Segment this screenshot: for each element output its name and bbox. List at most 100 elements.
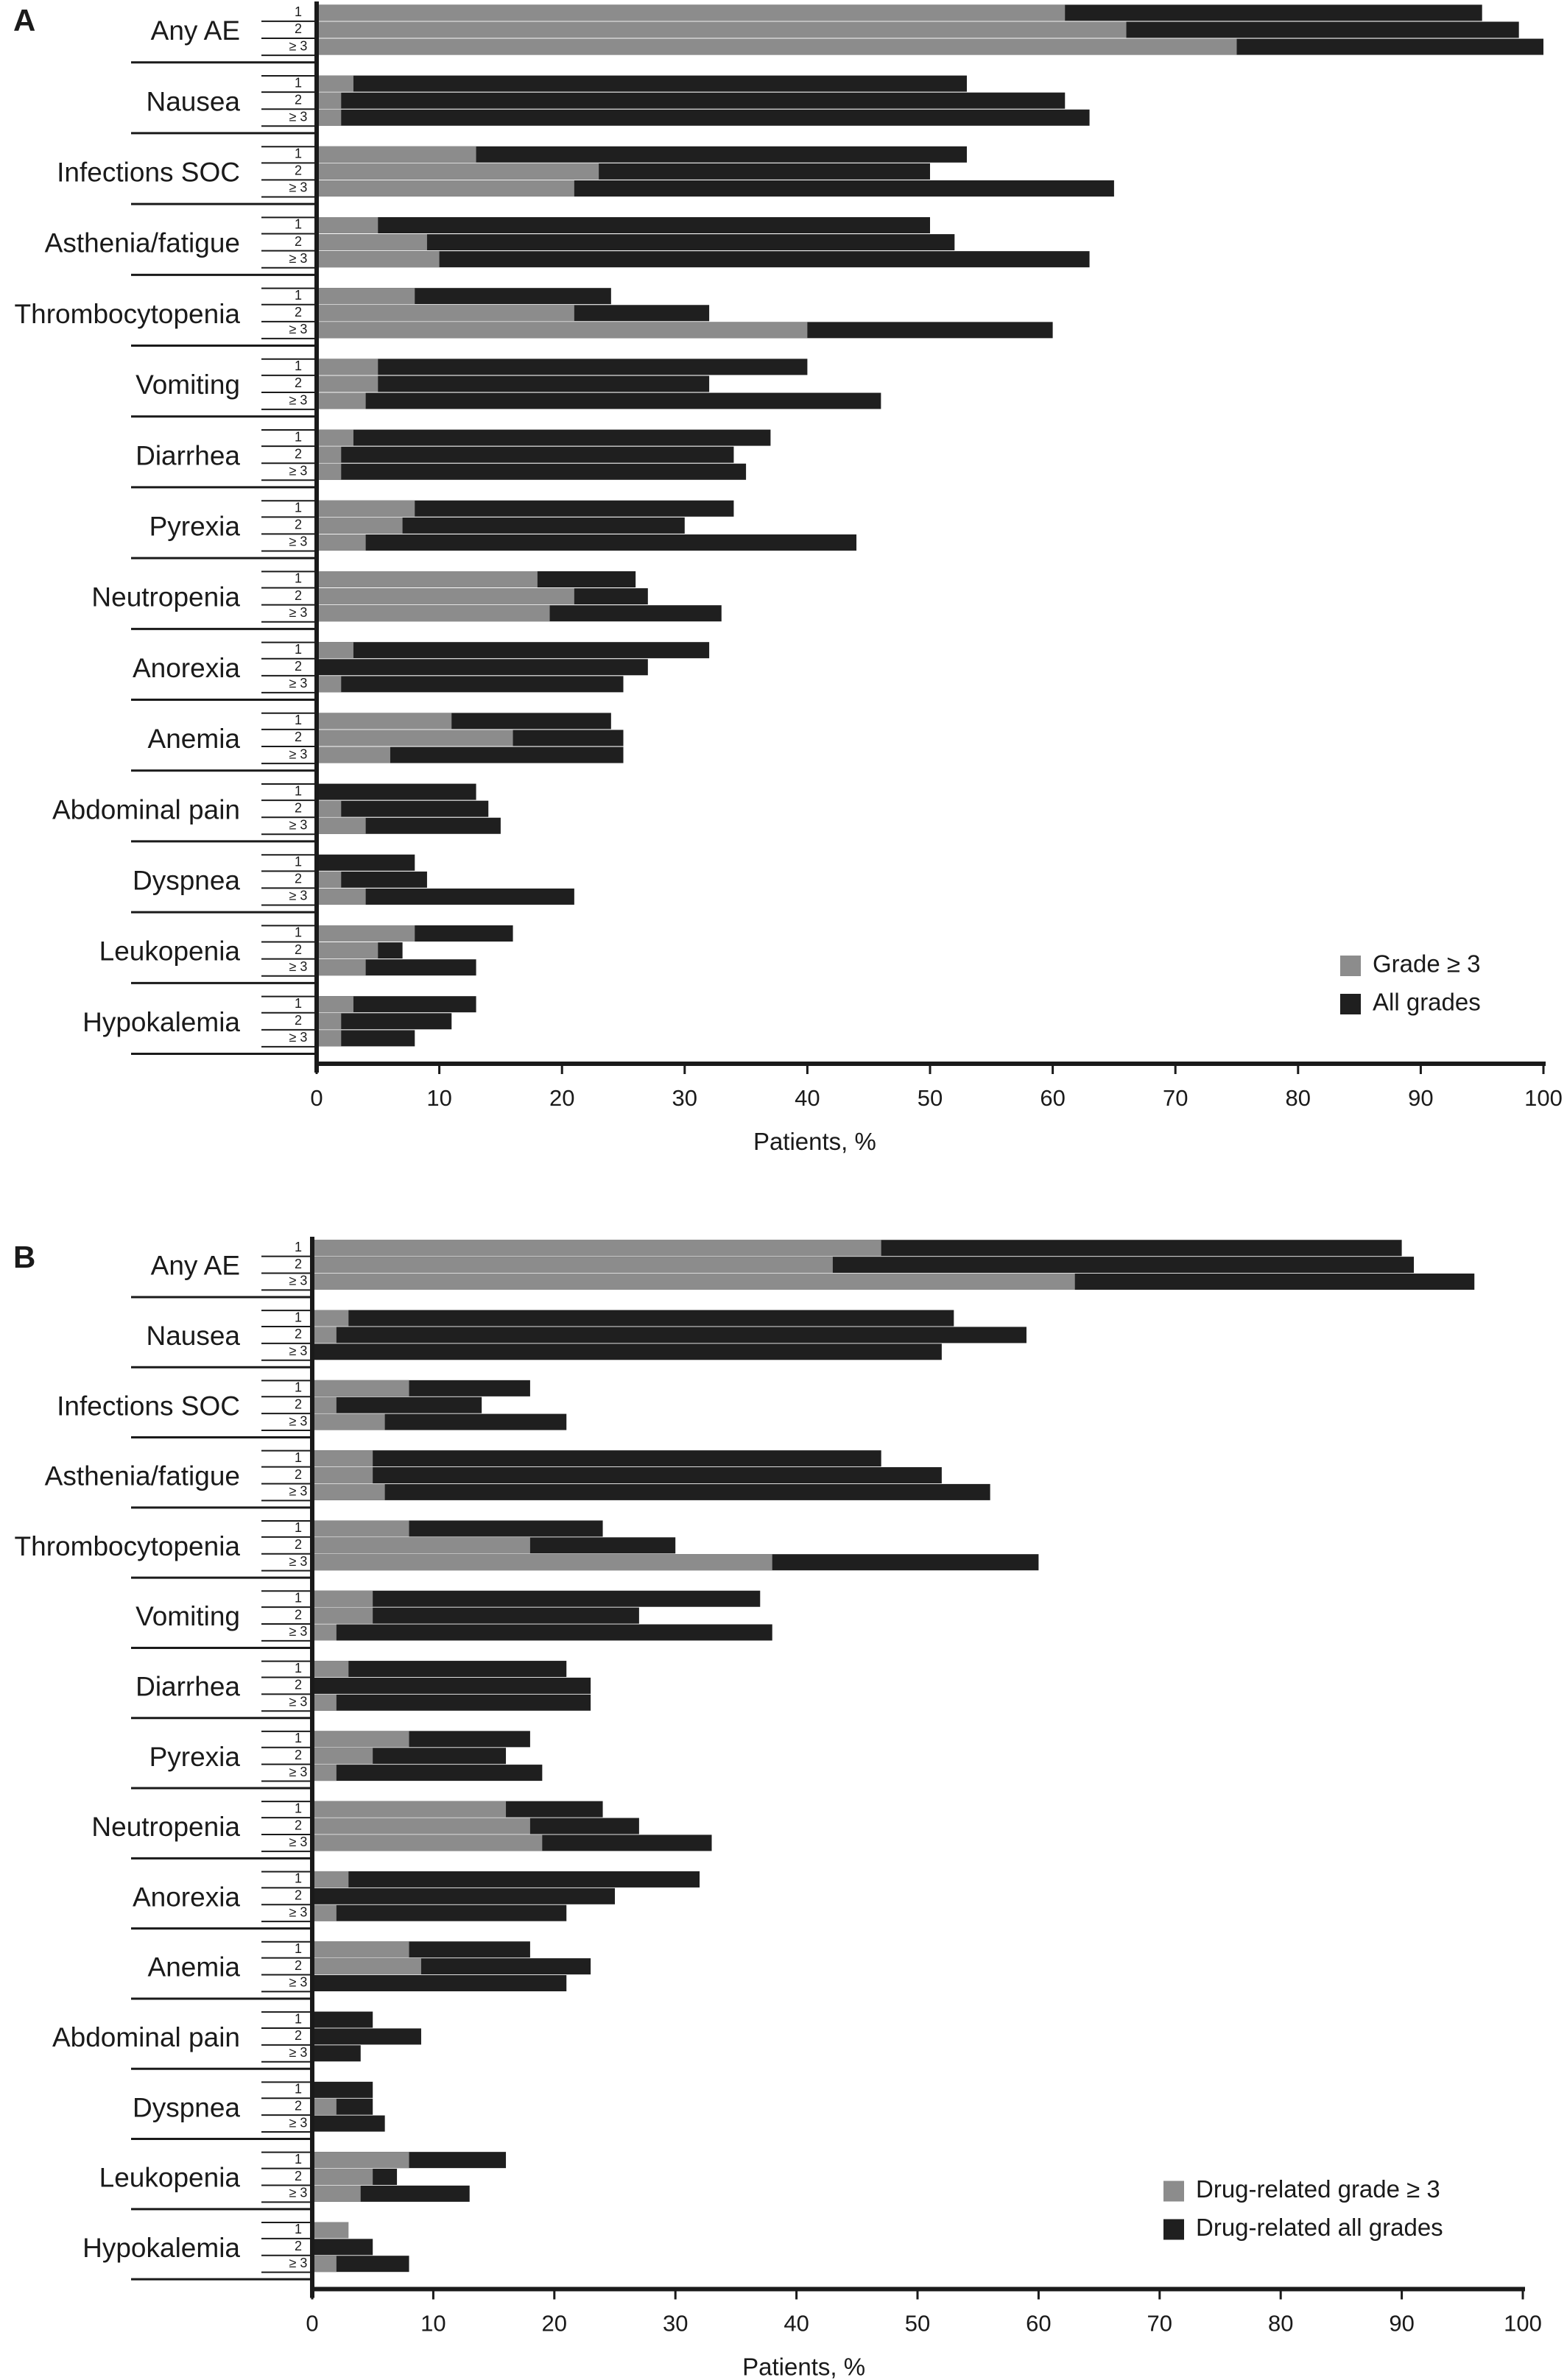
- category-diarrhea: Diarrhea 1 2 ≥ 3: [131, 429, 771, 489]
- bar-grade-3: [312, 1327, 337, 1343]
- subgroup-label: ≥ 3: [289, 889, 308, 903]
- bar-grade-3: [317, 996, 353, 1013]
- bar-all-grades: [317, 1013, 452, 1030]
- bar-grade-3: [317, 38, 1237, 55]
- category-label: Abdominal pain: [52, 2022, 240, 2052]
- bar-grade-3: [317, 251, 440, 268]
- category-label: Asthenia/fatigue: [45, 1461, 240, 1491]
- bar-all-grades: [312, 2045, 361, 2062]
- category-thrombocytopenia: Thrombocytopenia 1 2 ≥ 3: [15, 287, 1053, 347]
- category-neutropenia: Neutropenia 1 2 ≥ 3: [91, 1801, 712, 1860]
- category-label: Any AE: [151, 15, 240, 46]
- x-tick-label: 80: [1268, 2311, 1293, 2337]
- subgroup-label: 1: [295, 713, 302, 727]
- bar-grade-3: [317, 322, 808, 339]
- category-vomiting: Vomiting 1 2 ≥ 3: [131, 1590, 772, 1649]
- subgroup-label: 1: [295, 1731, 302, 1745]
- bar-all-grades: [317, 463, 747, 480]
- bar-all-grades: [317, 429, 771, 446]
- category-asthenia-fatigue: Asthenia/fatigue 1 2 ≥ 3: [45, 216, 1090, 276]
- subgroup-label: ≥ 3: [289, 1765, 308, 1779]
- subgroup-label: 2: [295, 800, 302, 815]
- category-label: Hypokalemia: [82, 2233, 240, 2263]
- subgroup-label: ≥ 3: [289, 1030, 308, 1045]
- category-label: Neutropenia: [91, 1812, 240, 1842]
- category-label: Diarrhea: [135, 440, 240, 470]
- subgroup-label: 1: [295, 855, 302, 869]
- bar-all-grades: [317, 676, 624, 693]
- subgroup-label: 1: [295, 996, 302, 1011]
- legend-swatch-all-grades: [1163, 2219, 1184, 2240]
- subgroup-label: 2: [295, 1678, 302, 1692]
- bar-grade-3: [312, 1590, 373, 1607]
- bar-all-grades: [312, 1888, 615, 1904]
- bar-all-grades: [317, 854, 415, 871]
- subgroup-label: 1: [295, 429, 302, 444]
- subgroup-label: 1: [295, 1801, 302, 1815]
- category-hypokalemia: Hypokalemia 1 2 ≥ 3: [82, 2221, 409, 2281]
- bar-grade-3: [317, 959, 366, 976]
- bar-grade-3: [312, 1765, 337, 1782]
- bar-grade-3: [312, 1748, 373, 1765]
- bar-grade-3: [317, 288, 415, 305]
- subgroup-label: 2: [295, 518, 302, 532]
- subgroup-label: ≥ 3: [289, 1554, 308, 1569]
- category-label: Nausea: [146, 1321, 240, 1351]
- bar-grade-3: [317, 942, 378, 959]
- x-tick-label: 10: [426, 1085, 451, 1111]
- bar-all-grades: [317, 375, 710, 392]
- subgroup-label: 1: [295, 1450, 302, 1465]
- legend-swatch-grade-3: [1163, 2181, 1184, 2202]
- subgroup-label: ≥ 3: [289, 1274, 308, 1288]
- bar-all-grades: [312, 1450, 881, 1467]
- bar-grade-3: [312, 1871, 349, 1888]
- subgroup-label: 1: [295, 571, 302, 586]
- category-pyrexia: Pyrexia 1 2 ≥ 3: [131, 500, 857, 559]
- bar-grade-3: [317, 429, 353, 446]
- category-label: Nausea: [146, 86, 240, 116]
- bar-grade-3: [312, 1450, 373, 1467]
- subgroup-label: 2: [295, 163, 302, 178]
- category-any-ae: Any AE 1 2 ≥ 3: [131, 1240, 1475, 1299]
- subgroup-label: 2: [295, 2169, 302, 2183]
- bar-all-grades: [317, 996, 476, 1013]
- bar-grade-3: [312, 1554, 772, 1571]
- bar-all-grades: [312, 1871, 700, 1888]
- subgroup-label: ≥ 3: [289, 1835, 308, 1849]
- category-label: Thrombocytopenia: [15, 1531, 241, 1561]
- category-any-ae: Any AE 1 2 ≥ 3: [131, 4, 1543, 64]
- legend-swatch-grade-3: [1340, 956, 1361, 976]
- bar-all-grades: [312, 1396, 482, 1413]
- subgroup-label: 2: [295, 1748, 302, 1762]
- subgroup-label: 1: [295, 359, 302, 373]
- x-tick-label: 30: [672, 1085, 697, 1111]
- bar-grade-3: [317, 642, 353, 659]
- bar-all-grades: [317, 446, 734, 463]
- category-infections-soc: Infections SOC 12 ≥ 3: [57, 1380, 567, 1439]
- subgroup-label: 1: [295, 1310, 302, 1324]
- bar-grade-3: [317, 713, 452, 730]
- category-label: Diarrhea: [135, 1672, 240, 1702]
- bar-grade-3: [317, 305, 574, 322]
- category-label: Dyspnea: [133, 2092, 240, 2122]
- category-label: Any AE: [151, 1251, 240, 1281]
- bar-grade-3: [317, 571, 538, 587]
- subgroup-label: 2: [295, 659, 302, 674]
- subgroup-label: 1: [295, 783, 302, 798]
- bar-grade-3: [317, 180, 574, 197]
- bar-all-grades: [317, 659, 648, 676]
- bar-grade-3: [312, 1661, 349, 1678]
- subgroup-label: 1: [295, 1380, 302, 1395]
- subgroup-label: 2: [295, 446, 302, 461]
- category-anemia: Anemia 1 2 ≥ 3: [131, 712, 624, 772]
- subgroup-label: 1: [295, 1240, 302, 1254]
- bar-all-grades: [317, 534, 857, 551]
- category-label: Asthenia/fatigue: [45, 228, 240, 258]
- subgroup-label: ≥ 3: [289, 2045, 308, 2060]
- subgroup-label: 2: [295, 2098, 302, 2113]
- subgroup-label: 2: [295, 1257, 302, 1271]
- panel-letter: B: [13, 1240, 35, 1274]
- category-label: Infections SOC: [57, 158, 240, 188]
- bar-grade-3: [317, 75, 353, 92]
- legend-swatch-all-grades: [1340, 994, 1361, 1014]
